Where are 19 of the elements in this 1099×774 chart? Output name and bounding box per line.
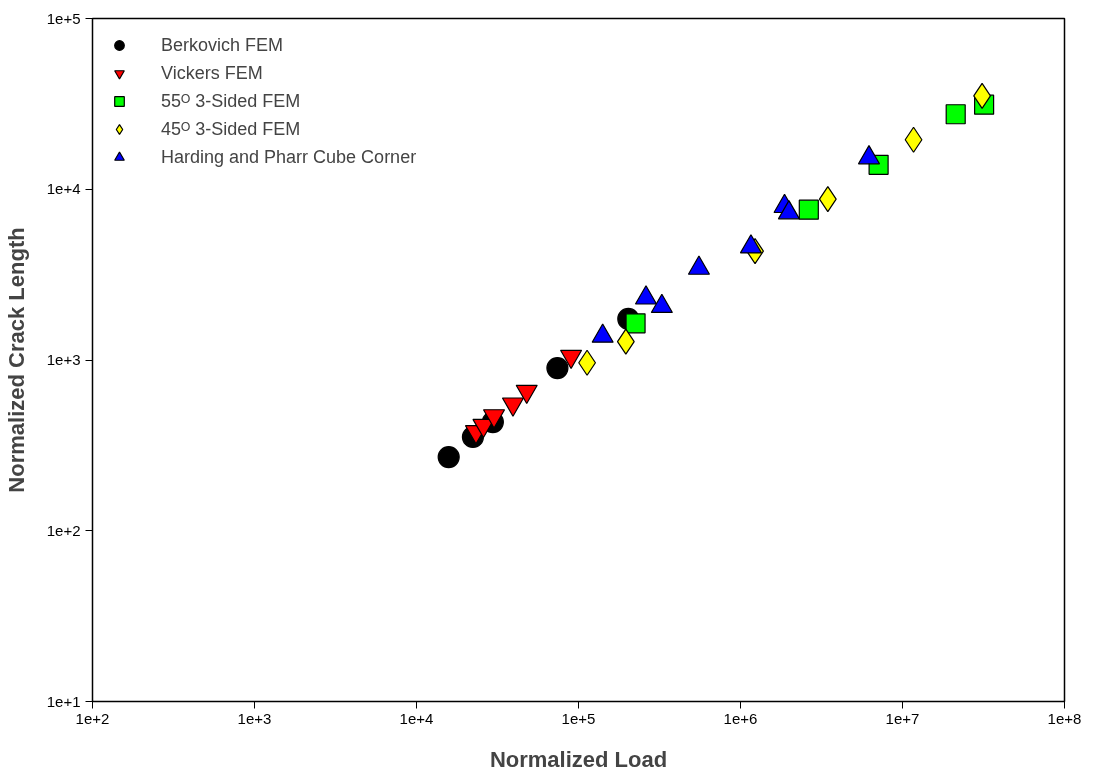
y-tick-label: 1e+3 — [46, 351, 81, 368]
y-axis-title: Normalized Crack Length — [3, 227, 29, 493]
legend-label: 55ᴼ 3-Sided FEM — [161, 90, 301, 112]
x-tick-label: 1e+5 — [561, 709, 596, 727]
legend-label: Berkovich FEM — [161, 34, 284, 56]
y-tick-label: 1e+4 — [46, 180, 81, 198]
x-tick-label: 1e+4 — [399, 709, 434, 727]
y-tick-label: 1e+1 — [46, 692, 81, 710]
legend-label: Vickers FEM — [161, 62, 263, 84]
legend-label: Harding and Pharr Cube Corner — [161, 146, 417, 168]
x-tick-label: 1e+8 — [1047, 709, 1082, 727]
x-tick-label: 1e+2 — [75, 709, 110, 727]
legend-label: 45ᴼ 3-Sided FEM — [161, 118, 301, 140]
x-tick-label: 1e+7 — [885, 709, 920, 727]
x-tick-label: 1e+6 — [723, 709, 758, 727]
x-axis-title: Normalized Load — [489, 746, 668, 772]
x-tick-label: 1e+3 — [237, 709, 272, 727]
y-tick-label: 1e+5 — [46, 9, 81, 27]
y-tick-label: 1e+2 — [46, 521, 81, 539]
